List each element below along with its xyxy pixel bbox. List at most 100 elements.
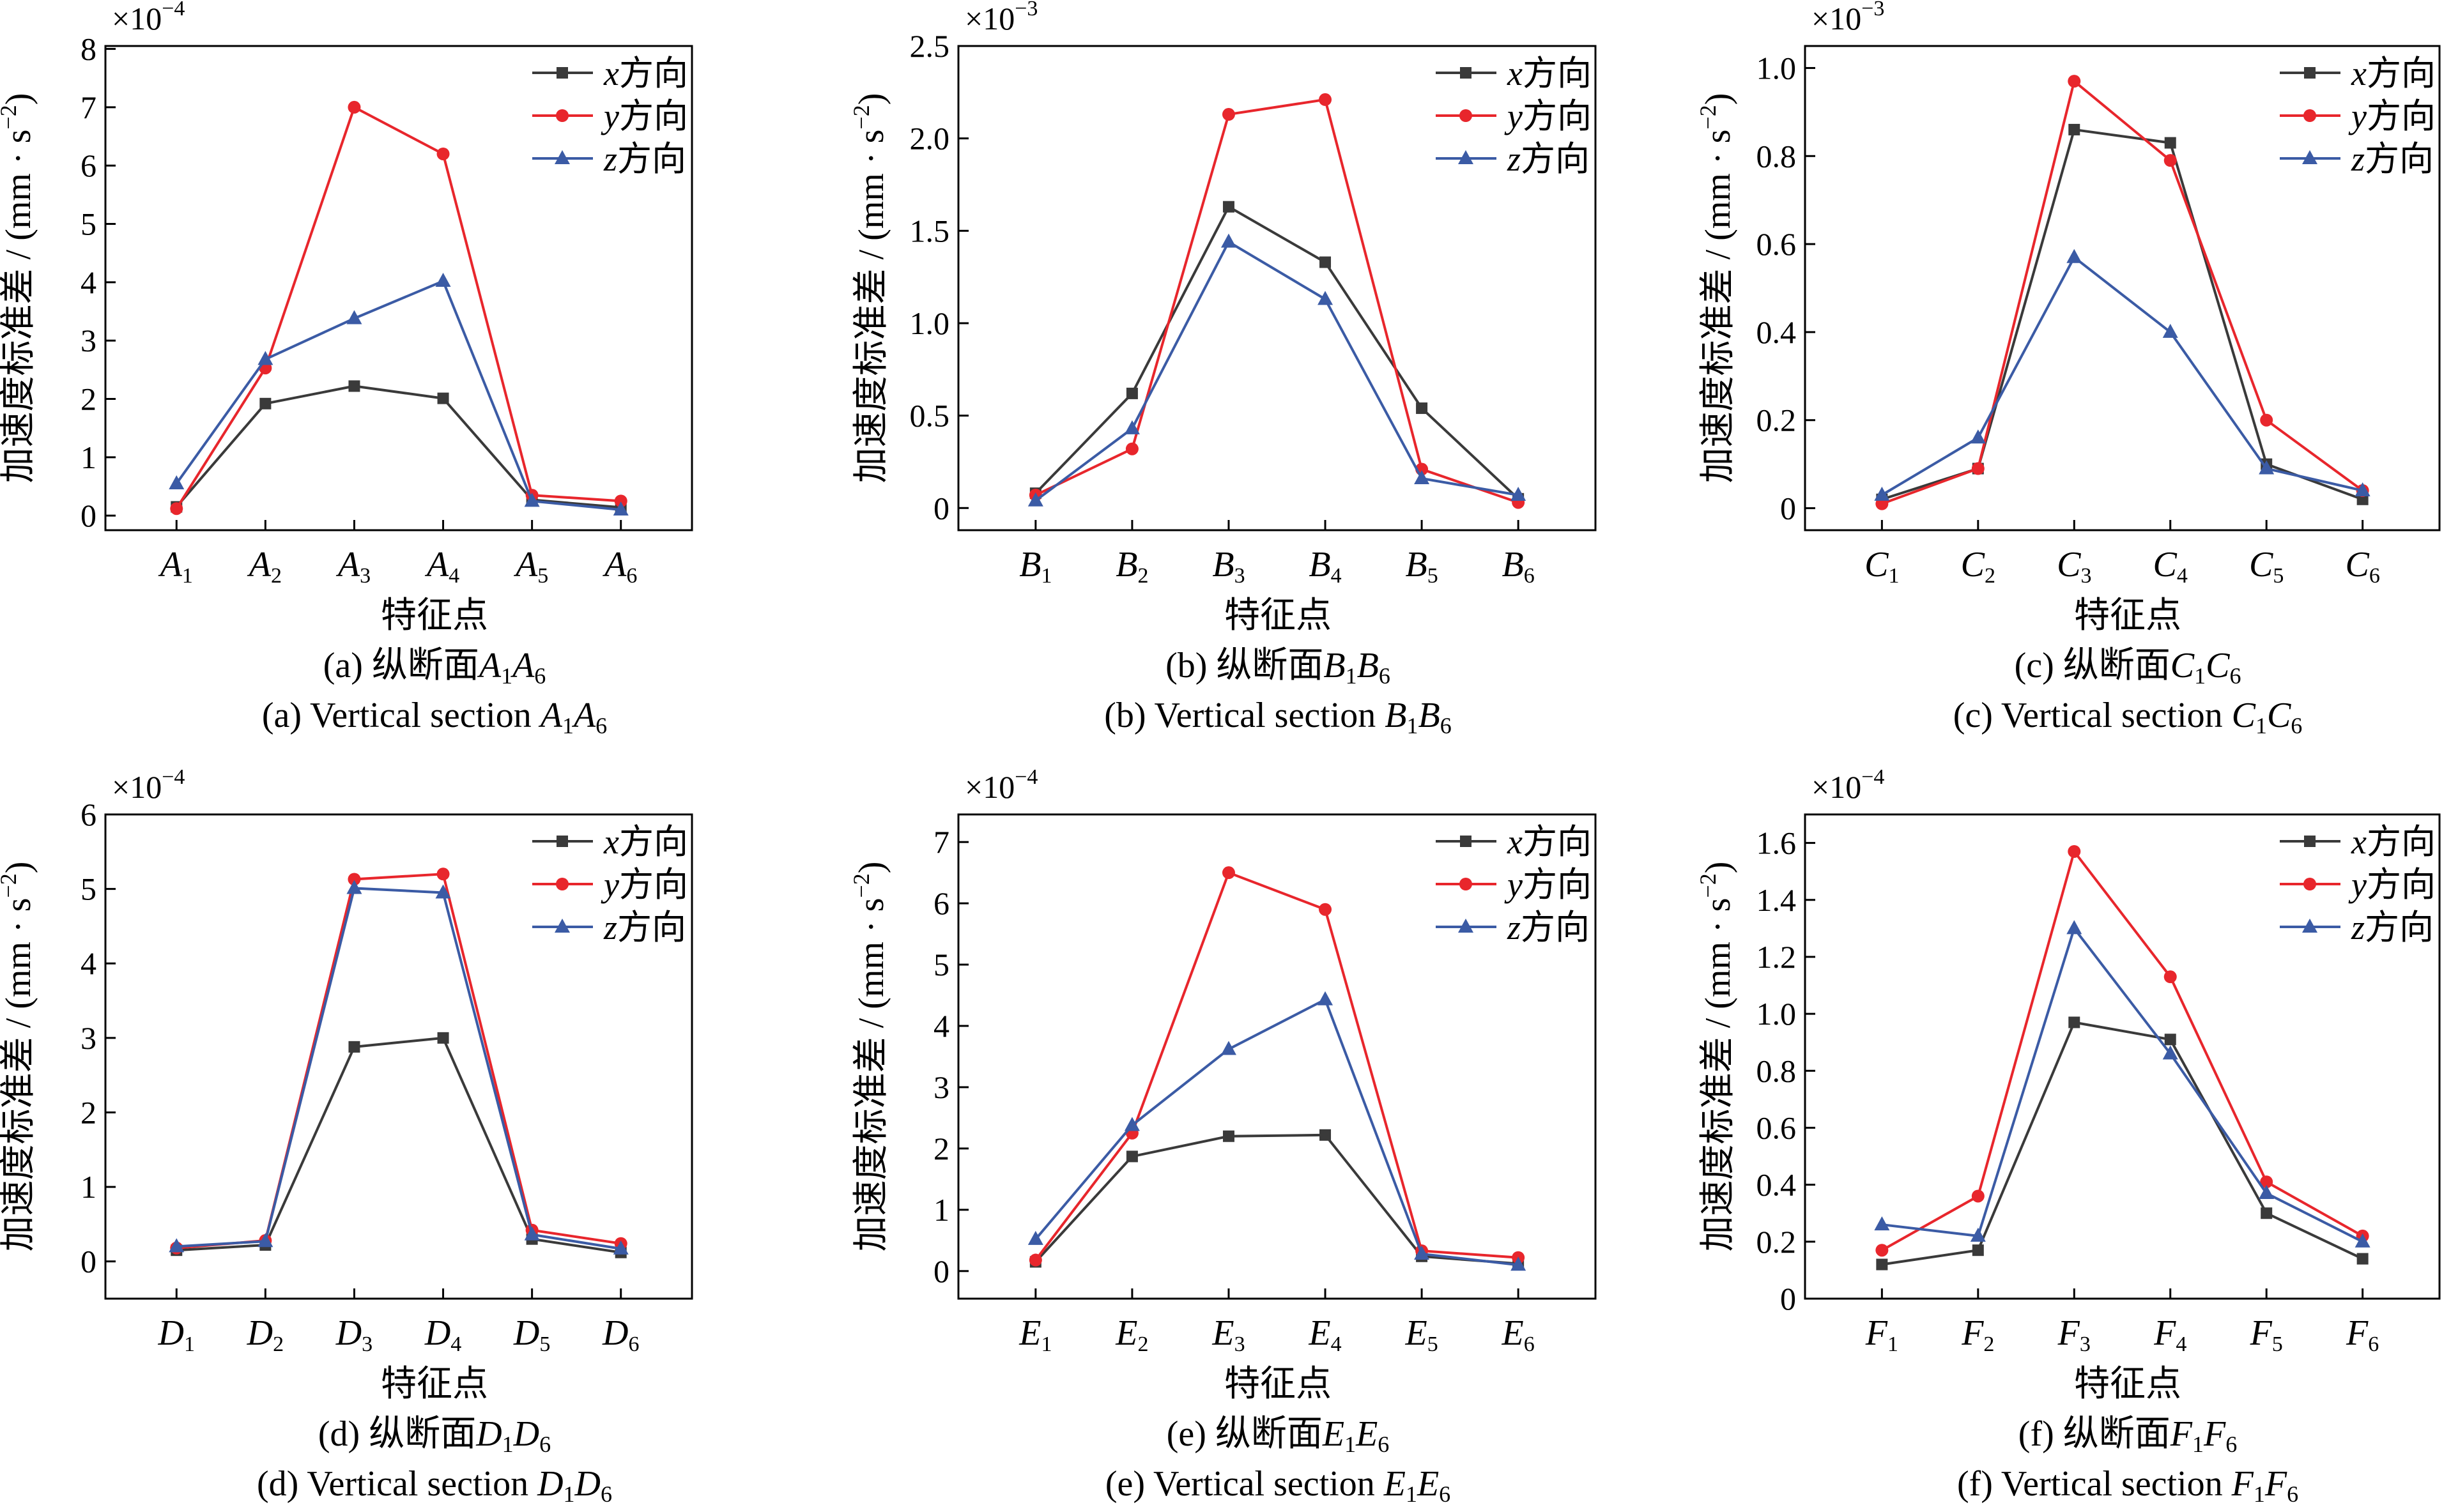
data-point-y: [1971, 1189, 1985, 1203]
y-axis-label: 加速度标准差 / (mm · s−2): [0, 862, 38, 1252]
legend-item-y: y方向: [1436, 866, 1592, 904]
x-tick-label: C1: [1864, 545, 1899, 588]
legend-item-x: x方向: [532, 823, 688, 861]
y-tick-label: 5: [81, 871, 96, 907]
x-tick-label: D6: [602, 1313, 639, 1356]
y-tick-label: 4: [81, 945, 96, 981]
legend-marker: [2304, 836, 2316, 847]
x-tick-label: B6: [1502, 545, 1535, 588]
legend-label: x方向: [2351, 54, 2436, 93]
legend-label: z方向: [1507, 908, 1590, 947]
legend-marker: [1458, 150, 1473, 164]
y-tick-label: 6: [81, 148, 96, 183]
data-point-x: [437, 392, 449, 404]
x-tick-label: F6: [2346, 1313, 2379, 1356]
y-tick-label: 0.8: [1756, 138, 1797, 174]
plot-frame: [1804, 45, 2441, 531]
x-tick-label: D5: [513, 1313, 550, 1356]
data-point-z: [2355, 482, 2370, 496]
data-point-z: [2259, 460, 2275, 475]
y-tick-label: 0: [1780, 1281, 1796, 1317]
legend-label: y方向: [1504, 97, 1592, 135]
data-point-x: [1319, 256, 1332, 268]
series-x: [1029, 201, 1525, 505]
legend-marker: [556, 878, 569, 890]
y-tick-label: 1.4: [1756, 882, 1797, 918]
data-point-x: [1222, 201, 1234, 213]
legend-label: z方向: [2351, 140, 2434, 178]
legend-item-z: z方向: [532, 140, 686, 178]
data-point-z: [1220, 1041, 1236, 1055]
data-point-y: [614, 494, 627, 508]
y-tick-label: 2.0: [910, 121, 950, 157]
y-tick-label: 1.5: [910, 213, 950, 248]
plot-frame: [1804, 813, 2441, 1300]
y-tick-label: 0.6: [1756, 226, 1797, 262]
data-point-x: [2068, 1016, 2080, 1028]
data-point-z: [2162, 323, 2178, 338]
x-tick-label: B2: [1116, 545, 1148, 588]
data-point-x: [2164, 1034, 2176, 1046]
legend-label: x方向: [603, 823, 688, 861]
data-point-x: [1222, 1130, 1234, 1142]
legend-label: y方向: [2348, 97, 2436, 135]
x-tick-label: A4: [424, 545, 459, 588]
x-tick-label: E2: [1115, 1313, 1148, 1356]
y-tick-label: 6: [934, 885, 949, 921]
y-tick-label: 7: [81, 89, 96, 125]
legend-label: z方向: [603, 908, 686, 947]
x-tick-label: B5: [1405, 545, 1438, 588]
legend-label: x方向: [1507, 54, 1592, 93]
x-axis-label: 特征点: [1224, 596, 1332, 636]
series-line-z: [175, 279, 621, 512]
y-tick-label: 4: [81, 264, 96, 300]
data-point-y: [436, 147, 450, 160]
data-point-z: [346, 880, 362, 894]
data-point-y: [1319, 93, 1332, 106]
x-tick-label: E5: [1404, 1313, 1438, 1356]
y-tick-label: 1.0: [910, 305, 950, 341]
x-axis-label: 特征点: [2074, 1364, 2181, 1404]
y-tick-label: 1.0: [1756, 50, 1797, 86]
data-point-x: [1416, 402, 1428, 415]
chart-panel-6: 0 0.2 0.4 0.6 0.8 1.0 1.2 1.4 1.6 F1 F2 F3 F4 F5 F6 ×10…: [1695, 765, 2441, 1507]
y-tick-label: 2: [81, 381, 96, 417]
y-tick-label: 0.4: [1756, 314, 1797, 350]
series-x: [1029, 1129, 1525, 1270]
data-point-z: [1124, 1117, 1140, 1131]
x-axis-label: 特征点: [1224, 1364, 1332, 1404]
data-point-z: [2066, 248, 2082, 263]
data-point-z: [2162, 1045, 2178, 1060]
data-point-y: [1319, 903, 1332, 916]
x-axis-label: 特征点: [381, 596, 488, 636]
data-point-x: [348, 1041, 360, 1053]
data-point-z: [169, 475, 185, 489]
legend-marker: [557, 836, 568, 847]
axis-multiplier: ×10−3: [1811, 0, 1884, 36]
y-tick-label: 1.2: [1756, 939, 1797, 975]
data-point-x: [2068, 123, 2080, 135]
legend-marker: [1459, 878, 1472, 890]
chart-panel-3: 0 0.2 0.4 0.6 0.8 1.0 C1 C2 C3 C4 C5 C6 ×10−3 特征点 加速度标…: [1695, 0, 2441, 738]
legend-item-y: y方向: [2280, 97, 2436, 135]
data-point-y: [2260, 413, 2273, 427]
data-point-z: [346, 310, 362, 325]
legend-item-y: y方向: [1436, 97, 1592, 135]
data-point-y: [170, 502, 183, 515]
x-tick-label: C4: [2153, 545, 2188, 588]
x-tick-label: C6: [2345, 545, 2379, 588]
legend-marker: [1460, 67, 1471, 79]
series-line-x: [1034, 204, 1519, 500]
y-tick-label: 0: [934, 490, 949, 526]
series-line-x: [1034, 1133, 1519, 1265]
legend-label: x方向: [1507, 823, 1592, 861]
x-tick-label: D1: [158, 1313, 195, 1356]
series-z: [169, 273, 629, 516]
legend-item-y: y方向: [532, 97, 688, 135]
legend-item-z: z方向: [532, 908, 686, 947]
data-point-x: [259, 397, 272, 409]
data-point-x: [2164, 137, 2176, 149]
chart-panel-1: 0 1 2 3 4 5 6 7 8 A1 A2 A3 A4 A5 A6 ×10−4 特征点 加速度标准差 / (m…: [0, 0, 693, 738]
data-point-x: [1876, 1258, 1888, 1271]
legend-label: y方向: [601, 866, 688, 904]
